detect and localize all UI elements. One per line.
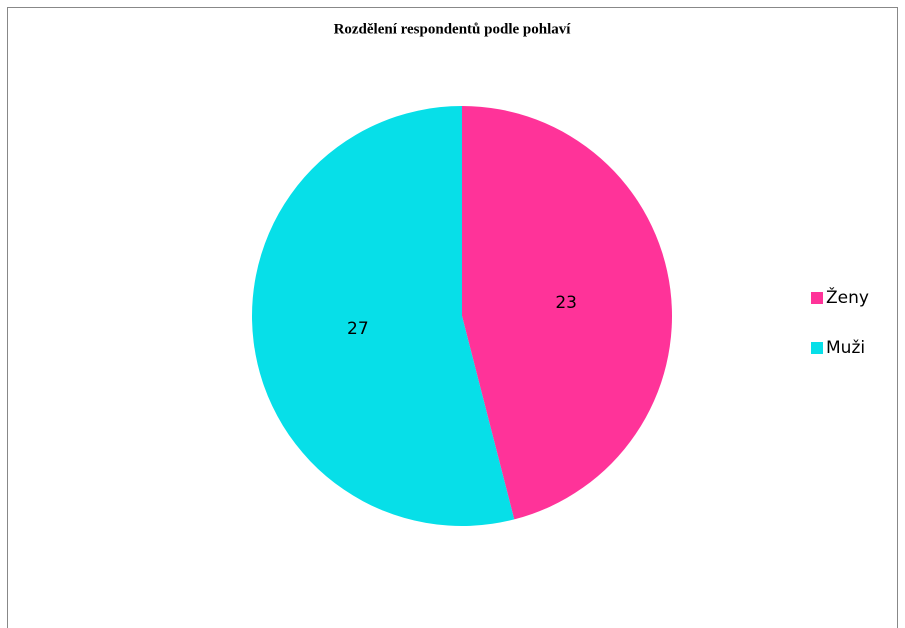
data-label: 27	[347, 319, 369, 339]
legend-swatch	[811, 342, 823, 354]
legend-label: Muži	[826, 338, 865, 358]
legend-swatch	[811, 292, 823, 304]
chart-border	[7, 7, 898, 628]
pie-slice	[462, 106, 673, 520]
data-label: 23	[555, 293, 577, 313]
legend-label: Ženy	[826, 286, 869, 308]
chart-title: Rozdělení respondentů podle pohlaví	[334, 21, 572, 37]
pie-slice	[252, 106, 515, 526]
